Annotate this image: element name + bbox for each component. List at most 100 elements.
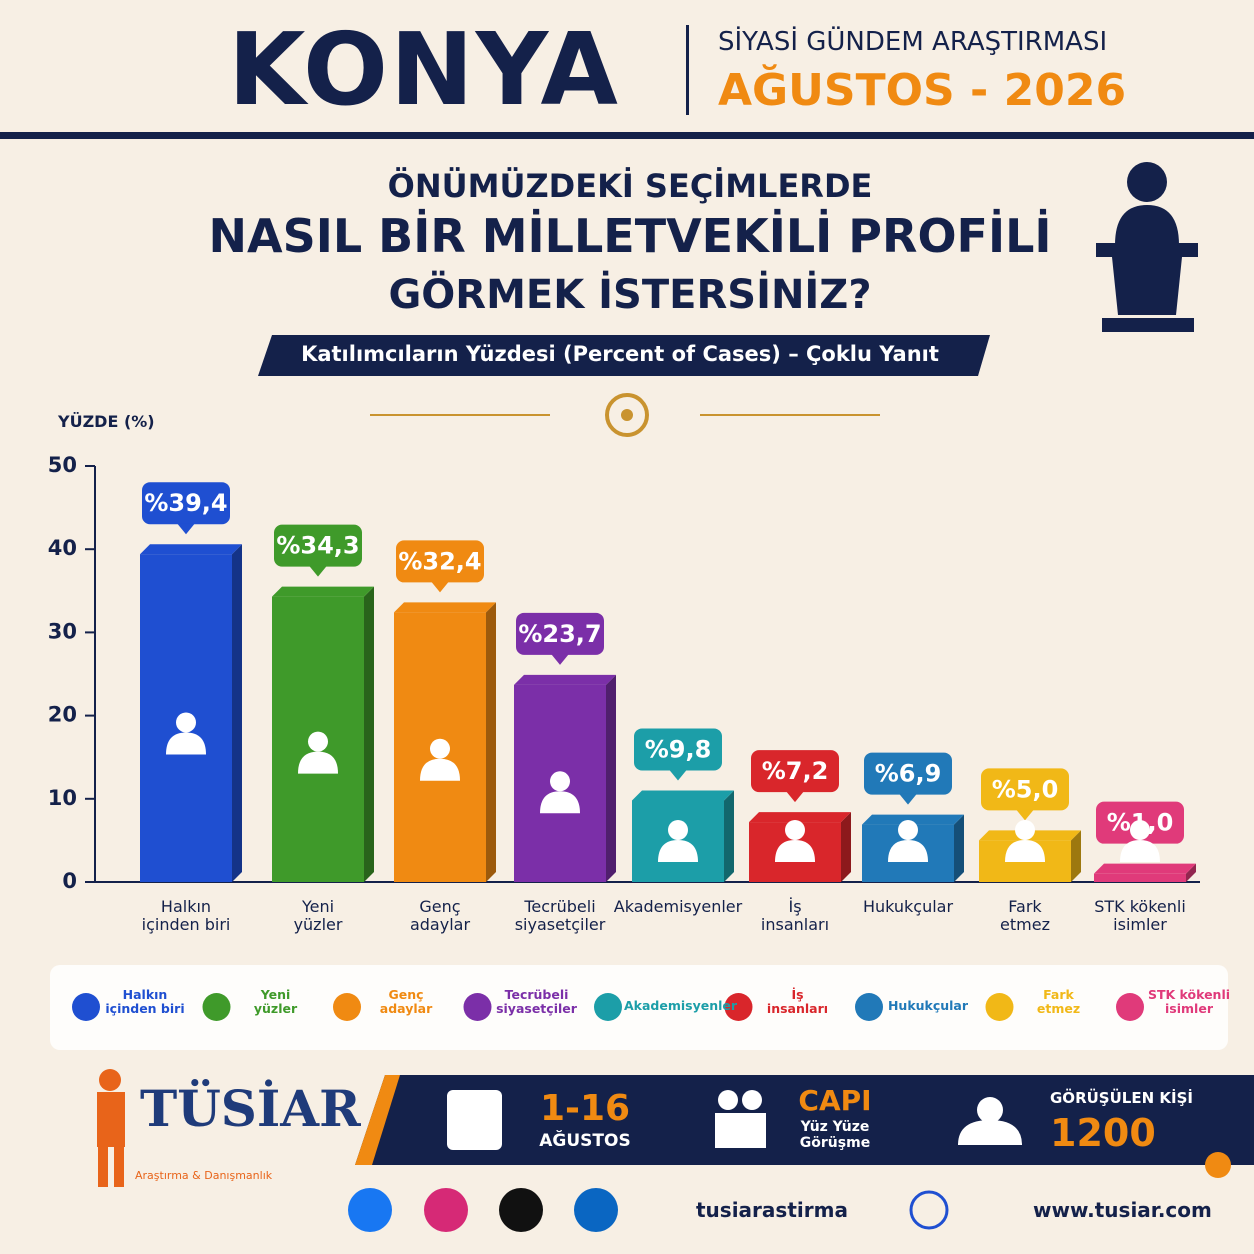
- value-callout: [516, 612, 604, 655]
- footer-month: AĞUSTOS: [539, 1131, 631, 1151]
- x-tick-label: İş insanları: [760, 897, 830, 935]
- legend-label: İş insanları: [766, 987, 829, 1017]
- y-axis-label: YÜZDE (%): [58, 412, 155, 431]
- bar: [1094, 873, 1186, 882]
- logo-text: TÜSİAR: [140, 1079, 361, 1138]
- y-tick-label: 40: [48, 536, 77, 560]
- header-rule: [0, 132, 1254, 139]
- footer-sample-label: GÖRÜŞÜLEN KİŞİ: [1050, 1089, 1193, 1107]
- value-label: %34,3: [276, 532, 359, 560]
- legend-swatch: [333, 993, 361, 1021]
- bar-icon: [785, 820, 805, 840]
- value-label: %23,7: [518, 620, 601, 648]
- x-tick-label: Genç adaylar: [409, 897, 471, 935]
- footer-social: tusiarastirma: [696, 1198, 848, 1222]
- legend-swatch: [1116, 993, 1144, 1021]
- bar-icon: [775, 840, 815, 862]
- legend-swatch: [463, 993, 492, 1021]
- footer-band: [355, 1075, 1254, 1165]
- footer-dates: 1-16: [539, 1088, 631, 1129]
- bar-top: [514, 674, 616, 685]
- value-label: %5,0: [992, 775, 1059, 803]
- x-tick-label: Yeni yüzler: [293, 897, 343, 935]
- legend-label: STK kökenli isimler: [1147, 987, 1231, 1017]
- x-tick-label: Akademisyenler: [613, 897, 743, 916]
- x-tick-label: Hukukçular: [862, 897, 954, 916]
- value-callout: [751, 750, 839, 793]
- value-callout: [142, 482, 230, 525]
- bar-side: [1071, 830, 1081, 882]
- value-callout: [981, 768, 1069, 811]
- x-tick-label: Halkın içinden biri: [141, 897, 231, 935]
- subtitle-banner: [258, 335, 990, 376]
- value-callout: [396, 540, 484, 583]
- value-label: %7,2: [762, 757, 829, 785]
- bar-side: [232, 544, 242, 882]
- legend-label: Yeni yüzler: [253, 987, 298, 1017]
- legend-label: Hukukçular: [887, 998, 969, 1013]
- bar-icon: [898, 820, 918, 840]
- bar-icon: [540, 791, 580, 814]
- x-tick-label: STK kökenli isimler: [1094, 897, 1186, 935]
- header-date: AĞUSTOS - 2026: [718, 65, 1127, 116]
- header-divider: [686, 25, 689, 115]
- legend-label: Halkın içinden biri: [105, 987, 185, 1017]
- bar-side: [724, 790, 734, 882]
- value-callout-tip: [431, 581, 449, 593]
- bar-icon: [298, 751, 338, 774]
- bar-icon: [420, 758, 460, 781]
- chart-subtitle: Katılımcıların Yüzdesi (Percent of Cases…: [301, 342, 939, 366]
- footer-sample: 1200: [1050, 1111, 1156, 1155]
- value-callout: [864, 752, 952, 795]
- bar-top: [1094, 863, 1196, 874]
- bar-top: [862, 814, 964, 825]
- bar-side: [486, 602, 496, 882]
- podium-icon: [1096, 162, 1198, 332]
- bar-side: [841, 812, 851, 882]
- bar-icon: [176, 712, 196, 733]
- legend-box: [50, 965, 1228, 1050]
- bar-top: [632, 790, 734, 801]
- legend-swatch: [855, 993, 883, 1021]
- bar-top: [394, 602, 496, 613]
- bar-top: [749, 812, 851, 823]
- legend-swatch: [724, 993, 753, 1021]
- chart-title-2: NASIL BİR MİLLETVEKİLİ PROFİLİ: [208, 209, 1052, 263]
- bar-icon: [430, 738, 450, 759]
- x-tick-label: Fark etmez: [1000, 897, 1050, 935]
- bar-icon: [668, 820, 688, 840]
- value-callout-tip: [899, 793, 917, 805]
- y-tick-label: 10: [48, 786, 77, 810]
- bar-icon: [1015, 820, 1035, 840]
- bar-icon: [1005, 840, 1045, 862]
- legend-swatch: [72, 993, 100, 1021]
- chart-title-3: GÖRMEK İSTERSİNİZ?: [388, 272, 872, 318]
- value-label: %32,4: [398, 547, 481, 575]
- value-label: %9,8: [645, 735, 712, 763]
- bar-side: [1186, 863, 1196, 882]
- legend-label: Tecrübeli siyasetçiler: [496, 987, 577, 1017]
- legend-label: Genç adaylar: [379, 987, 433, 1017]
- bar-icon: [550, 771, 570, 792]
- footer-accent: [355, 1075, 400, 1165]
- value-callout-tip: [177, 523, 195, 535]
- legend-swatch: [202, 993, 231, 1021]
- bar-top: [272, 586, 374, 597]
- value-callout: [274, 524, 362, 567]
- bar-side: [606, 674, 616, 882]
- value-callout-tip: [551, 653, 569, 665]
- bar-side: [364, 586, 374, 882]
- social-icons: [348, 1188, 949, 1232]
- bar-icon: [1120, 840, 1160, 862]
- logo-figure: [97, 1069, 125, 1187]
- footer-icons: [447, 1090, 1022, 1150]
- bar-top: [140, 544, 242, 555]
- legend-label: Akademisyenler: [624, 998, 738, 1013]
- legend-swatch: [594, 993, 622, 1021]
- value-callout-tip: [309, 565, 327, 577]
- bar-icon: [1130, 820, 1150, 840]
- value-label: %6,9: [875, 760, 942, 788]
- chart-title-1: ÖNÜMÜZDEKİ SEÇİMLERDE: [387, 167, 873, 205]
- y-tick-label: 50: [48, 453, 77, 477]
- footer-web: www.tusiar.com: [1033, 1198, 1212, 1222]
